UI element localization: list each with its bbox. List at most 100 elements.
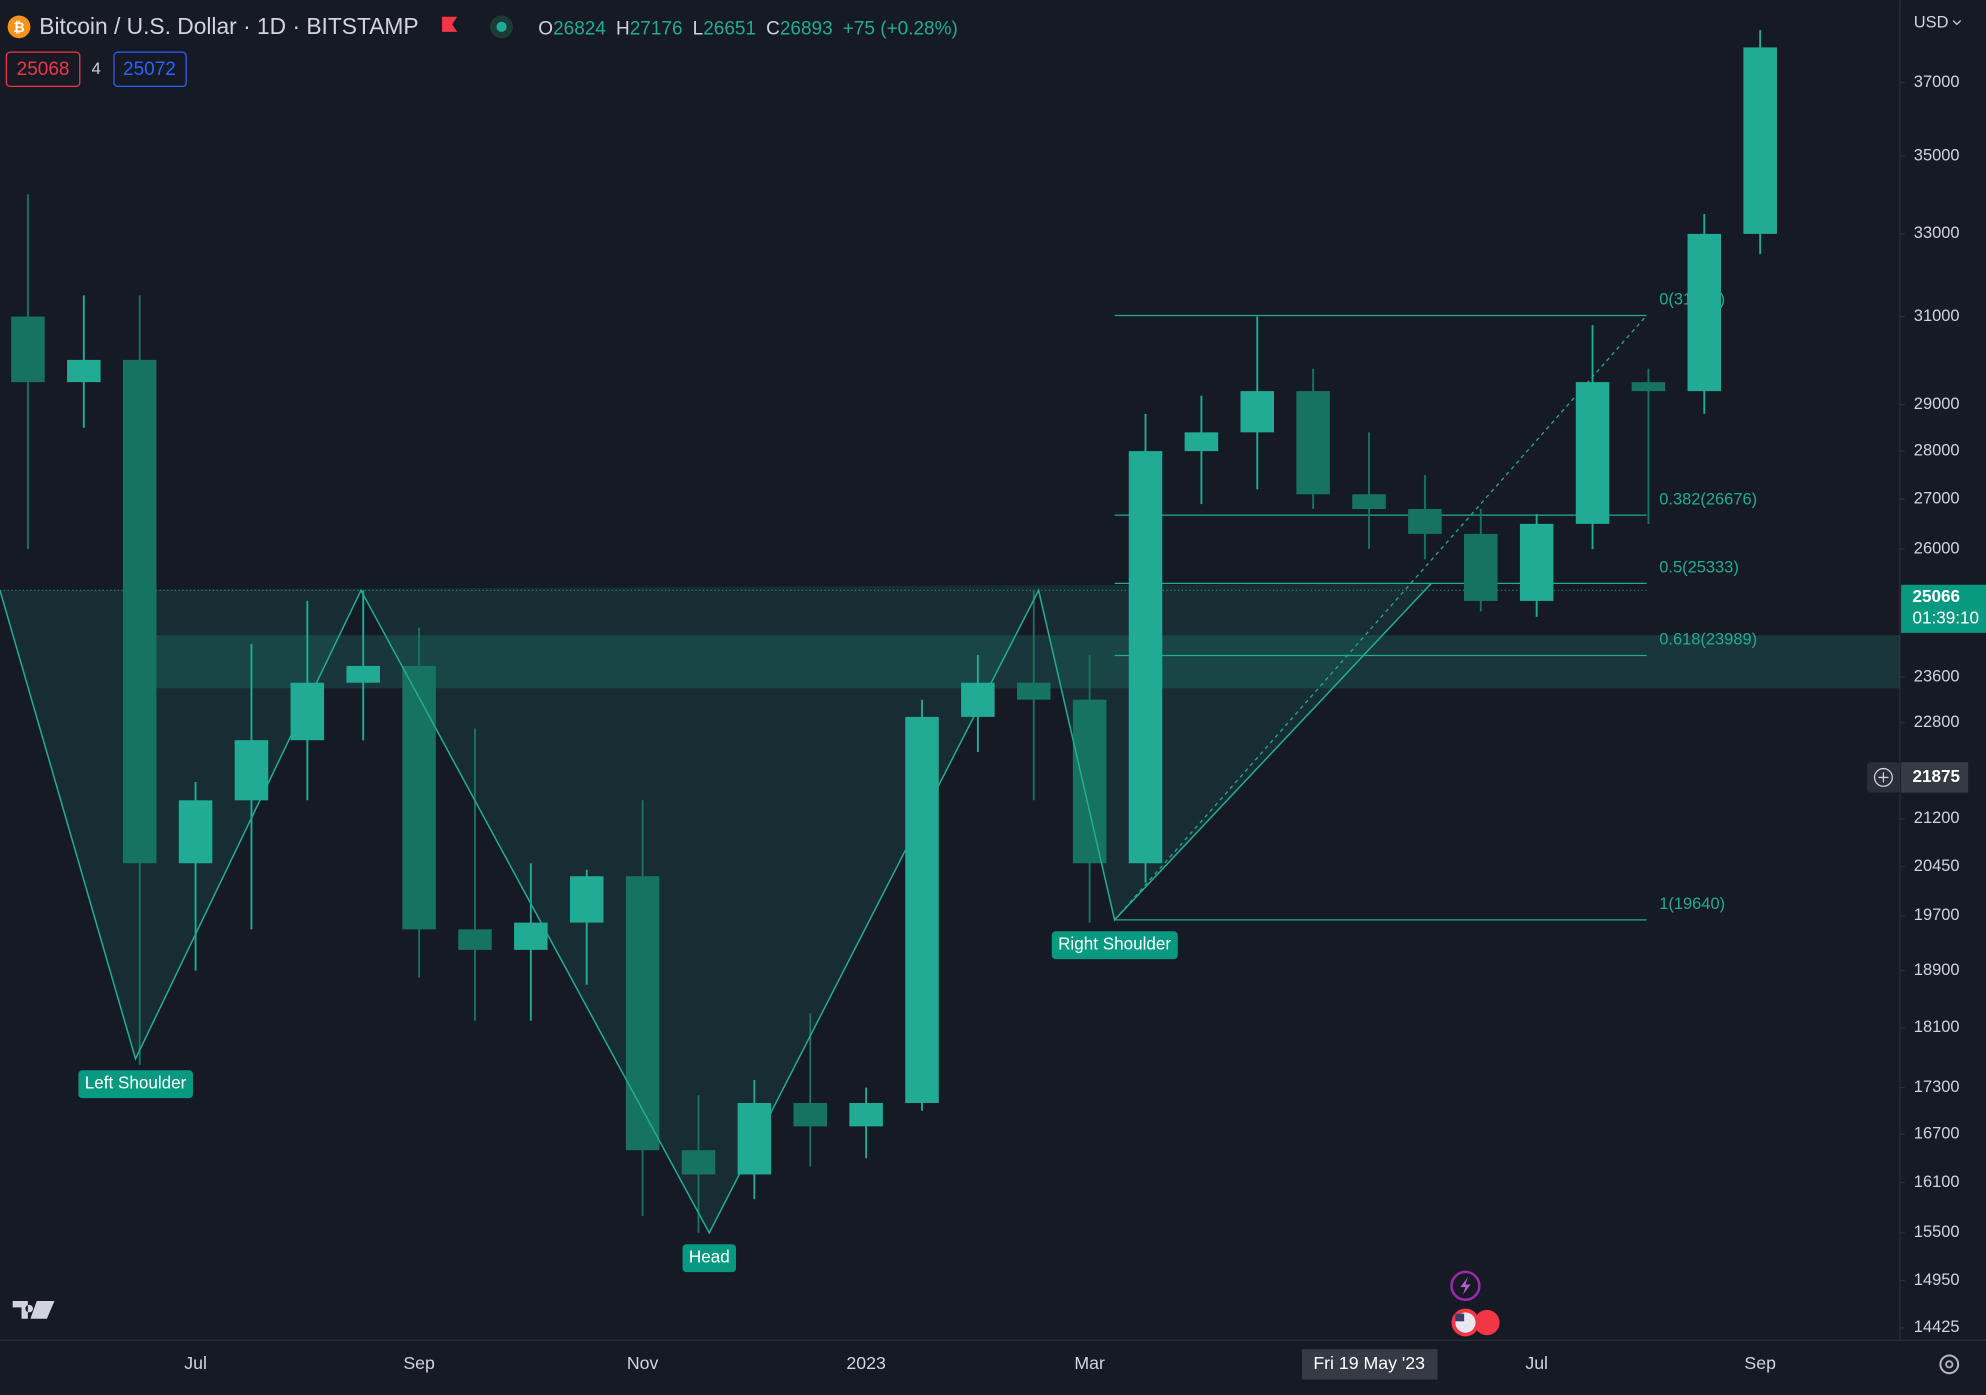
y-tick-label: 14950 bbox=[1914, 1271, 1960, 1289]
fib-label: 1(19640) bbox=[1659, 895, 1725, 913]
event-flag-canton bbox=[1455, 1313, 1465, 1322]
ohlc-change: +75 (+0.28%) bbox=[843, 18, 958, 39]
pattern-label: Right Shoulder bbox=[1051, 931, 1178, 960]
y-tick-label: 31000 bbox=[1914, 307, 1960, 325]
pattern-label: Left Shoulder bbox=[78, 1070, 193, 1099]
candle-body bbox=[67, 359, 101, 383]
candle-body bbox=[793, 1102, 828, 1127]
ohlc-value: 26651 bbox=[703, 18, 756, 39]
sell-price[interactable]: 25068 bbox=[17, 59, 70, 80]
pattern-label-box bbox=[78, 1070, 193, 1099]
y-tick-label: 16100 bbox=[1914, 1173, 1960, 1191]
candle-body bbox=[122, 359, 157, 864]
y-tick-label: 22800 bbox=[1914, 713, 1960, 731]
candle-body bbox=[1184, 432, 1219, 452]
currency[interactable]: USD bbox=[1914, 13, 1949, 31]
pattern-label-text: Right Shoulder bbox=[1058, 935, 1171, 954]
y-tick-label: 16700 bbox=[1914, 1125, 1960, 1143]
candle-body bbox=[1631, 382, 1666, 392]
y-tick-label: 27000 bbox=[1914, 490, 1960, 508]
candle-body bbox=[290, 682, 325, 741]
candle-body bbox=[402, 665, 436, 930]
candle-body bbox=[1519, 523, 1554, 601]
candle-body bbox=[1743, 47, 1777, 234]
pattern-label-box bbox=[1051, 931, 1178, 960]
y-tick-label: 15500 bbox=[1914, 1223, 1960, 1241]
sell-box[interactable] bbox=[5, 51, 81, 88]
candle-body bbox=[905, 716, 939, 1103]
flag-icon[interactable] bbox=[442, 16, 458, 32]
event-flag-back[interactable] bbox=[1474, 1309, 1500, 1336]
candle-body bbox=[681, 1150, 716, 1175]
x-tick-label: Jul bbox=[184, 1353, 207, 1373]
buy-box[interactable] bbox=[113, 51, 187, 88]
x-tick-label: Nov bbox=[627, 1353, 659, 1373]
currency-caret[interactable] bbox=[1952, 20, 1962, 26]
event-bolt bbox=[1460, 1276, 1471, 1295]
crosshair-add-plus[interactable] bbox=[1878, 772, 1889, 783]
x-tick-label: Mar bbox=[1074, 1353, 1105, 1373]
ohlc-key: L bbox=[693, 18, 704, 39]
buy-price[interactable]: 25072 bbox=[123, 59, 176, 80]
ohlc-value: 27176 bbox=[630, 18, 683, 39]
fib-label: 0.382(26676) bbox=[1659, 490, 1757, 508]
drawings: 0(31025) 0.382(26676) 0.5(25333) 0.618(2398… bbox=[0, 291, 1757, 1273]
pattern-fill bbox=[0, 583, 1432, 1233]
y-tick-label: 20450 bbox=[1914, 857, 1960, 875]
fib-label: 0.5(25333) bbox=[1659, 559, 1739, 577]
pattern-line bbox=[0, 582, 1432, 1235]
pattern-label: Head bbox=[682, 1244, 737, 1273]
settings-icon-center bbox=[1945, 1360, 1954, 1369]
y-tick-label: 18100 bbox=[1914, 1018, 1960, 1036]
x-tick-label: 2023 bbox=[846, 1353, 886, 1373]
candle-body bbox=[1240, 391, 1275, 433]
candle-body bbox=[1128, 451, 1163, 864]
candle-body bbox=[1687, 233, 1722, 392]
candle-body bbox=[11, 316, 45, 383]
coin-symbol: ₿ bbox=[13, 19, 24, 35]
candle-body bbox=[346, 665, 380, 683]
axes: 37000 35000 33000 31000 29000 28000 27000 26000… bbox=[184, 73, 1986, 1380]
ohlc-legend: O26824 H27176 L26651 C26893 +75 (+0.28%) bbox=[538, 18, 958, 39]
y-tick-label: 28000 bbox=[1914, 441, 1960, 459]
pattern-label-box bbox=[682, 1244, 737, 1273]
candle-body bbox=[178, 800, 213, 864]
candle-body bbox=[1464, 533, 1498, 601]
ohlc-key: H bbox=[616, 18, 630, 39]
candles bbox=[11, 30, 1777, 1233]
coin-icon bbox=[7, 15, 31, 39]
fib-trend bbox=[1114, 315, 1648, 921]
chart-title: Bitcoin / U.S. Dollar · 1D · BITSTAMP bbox=[39, 13, 418, 39]
candle-body bbox=[458, 929, 492, 950]
y-tick-label: 21200 bbox=[1914, 809, 1960, 827]
crosshair-date-box bbox=[1302, 1349, 1438, 1380]
y-tick-label: 17300 bbox=[1914, 1078, 1960, 1096]
ohlc-key: C bbox=[766, 18, 780, 39]
y-tick-label: 23600 bbox=[1914, 667, 1960, 685]
settings-icon[interactable] bbox=[1939, 1354, 1960, 1375]
pattern-label-text: Head bbox=[689, 1248, 730, 1267]
crosshair-price: 21875 bbox=[1913, 767, 1961, 786]
candle-body bbox=[1072, 699, 1107, 864]
pattern-label-text: Left Shoulder bbox=[85, 1074, 187, 1093]
candle-body bbox=[1352, 494, 1386, 510]
y-tick-label: 37000 bbox=[1914, 73, 1960, 91]
fib-label: 0(31025) bbox=[1659, 291, 1725, 309]
candle-body bbox=[625, 876, 660, 1151]
y-tick-label: 33000 bbox=[1914, 224, 1960, 242]
order-size: 4 bbox=[92, 60, 101, 78]
y-tick-label: 19700 bbox=[1914, 906, 1960, 924]
candle-body bbox=[849, 1102, 883, 1127]
y-tick-label: 35000 bbox=[1914, 146, 1960, 164]
candle-body bbox=[514, 922, 548, 950]
candle-body bbox=[234, 740, 269, 801]
crosshair-add-icon[interactable] bbox=[1873, 767, 1893, 787]
candle-body bbox=[1016, 682, 1051, 700]
crosshair-price-box bbox=[1901, 762, 1969, 793]
candle-body bbox=[1575, 382, 1610, 524]
candle-body bbox=[569, 876, 604, 923]
fib-label: 0.618(23989) bbox=[1659, 631, 1757, 649]
candle-body bbox=[1296, 391, 1330, 495]
countdown: 01:39:10 bbox=[1913, 608, 1979, 627]
